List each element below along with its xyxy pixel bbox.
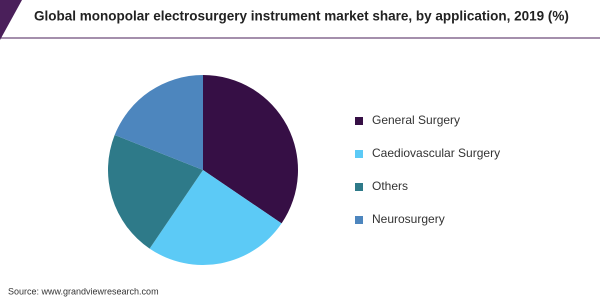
- chart-title: Global monopolar electrosurgery instrume…: [34, 9, 569, 24]
- legend-label: Neurosurgery: [372, 212, 445, 226]
- header-accent: [0, 0, 22, 40]
- legend-label: Others: [372, 179, 408, 193]
- legend-swatch: [355, 150, 363, 158]
- pie-slice: [149, 170, 282, 265]
- legend-label: General Surgery: [372, 113, 460, 127]
- pie-slice: [114, 75, 203, 170]
- legend-swatch: [355, 117, 363, 125]
- legend-swatch: [355, 183, 363, 191]
- legend-swatch: [355, 216, 363, 224]
- pie-slice: [107, 135, 203, 249]
- pie-slice: [203, 75, 299, 224]
- source: Source: www.grandviewresearch.com: [8, 286, 159, 296]
- legend-label: Caediovascular Surgery: [372, 146, 500, 160]
